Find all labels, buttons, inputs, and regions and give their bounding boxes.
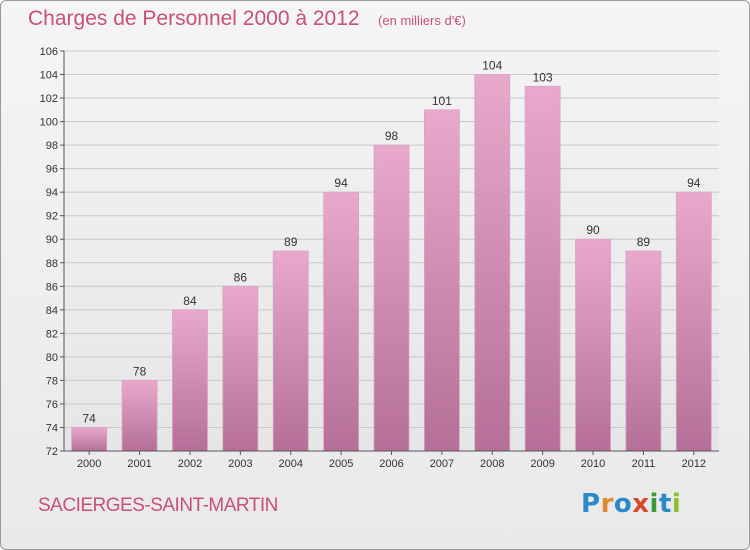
chart-subtitle: (en milliers d'€) (378, 13, 466, 28)
data-label: 104 (482, 59, 502, 73)
data-label: 101 (432, 94, 452, 108)
x-tick-label: 2001 (127, 458, 151, 470)
y-tick-label: 80 (46, 352, 58, 364)
data-label: 103 (533, 70, 553, 84)
y-tick-label: 84 (46, 305, 58, 317)
y-tick-label: 92 (46, 211, 58, 223)
data-label: 84 (183, 294, 197, 308)
chart-title: Charges de Personnel 2000 à 2012 (28, 7, 360, 30)
data-label: 89 (637, 235, 651, 249)
data-label: 94 (687, 176, 701, 190)
logo-letter: i (671, 489, 682, 519)
bar (121, 380, 158, 452)
bar (675, 191, 712, 452)
x-tick-label: 2007 (430, 458, 454, 470)
proxiti-logo: Proxiti (581, 489, 681, 519)
data-label: 94 (334, 176, 348, 190)
y-tick-label: 100 (40, 117, 58, 129)
bar (71, 427, 108, 452)
x-tick-label: 2006 (379, 458, 403, 470)
y-tick-label: 94 (46, 187, 58, 199)
x-tick-label: 2012 (682, 458, 706, 470)
logo-letter: x (632, 489, 650, 519)
y-tick-label: 82 (46, 328, 58, 340)
y-tick-label: 78 (46, 375, 58, 387)
bar (172, 309, 208, 452)
commune-name: SACIERGES-SAINT-MARTIN (38, 495, 278, 516)
y-tick-label: 96 (46, 164, 58, 176)
logo-letter: i (649, 489, 659, 519)
x-tick-label: 2009 (530, 458, 554, 470)
logo-letter: o (613, 489, 633, 519)
data-label: 90 (586, 223, 600, 237)
bar (524, 85, 561, 452)
x-tick-label: 2010 (581, 458, 605, 470)
x-tick-label: 2005 (329, 458, 353, 470)
y-tick-label: 98 (46, 140, 58, 152)
y-tick-label: 90 (46, 234, 58, 246)
y-tick-label: 104 (40, 70, 58, 82)
bar (423, 109, 460, 452)
data-label: 89 (284, 235, 298, 249)
logo-letter: r (600, 489, 614, 519)
bar (373, 144, 410, 452)
y-tick-label: 88 (46, 258, 58, 270)
x-tick-label: 2008 (480, 458, 504, 470)
data-label: 74 (83, 411, 97, 425)
y-tick-label: 72 (46, 446, 58, 458)
data-label: 98 (385, 129, 399, 143)
y-tick-label: 74 (46, 422, 58, 434)
y-tick-label: 102 (40, 93, 58, 105)
data-label: 78 (133, 364, 147, 378)
y-tick-label: 76 (46, 399, 58, 411)
x-tick-label: 2011 (632, 458, 656, 470)
logo-letter: P (581, 489, 601, 519)
y-tick-label: 86 (46, 281, 58, 293)
bar (272, 250, 309, 452)
x-tick-label: 2004 (278, 458, 302, 470)
bar (474, 74, 511, 452)
bar (222, 285, 259, 452)
logo-letter: t (658, 489, 672, 519)
chart-title-row: Charges de Personnel 2000 à 2012 (en mil… (28, 7, 466, 31)
bar (575, 238, 611, 452)
x-tick-label: 2002 (178, 458, 202, 470)
x-tick-label: 2000 (77, 458, 101, 470)
bar (323, 191, 360, 452)
y-tick-label: 106 (40, 46, 58, 58)
x-tick-label: 2003 (228, 458, 252, 470)
data-label: 86 (234, 270, 248, 284)
bar (625, 250, 662, 452)
